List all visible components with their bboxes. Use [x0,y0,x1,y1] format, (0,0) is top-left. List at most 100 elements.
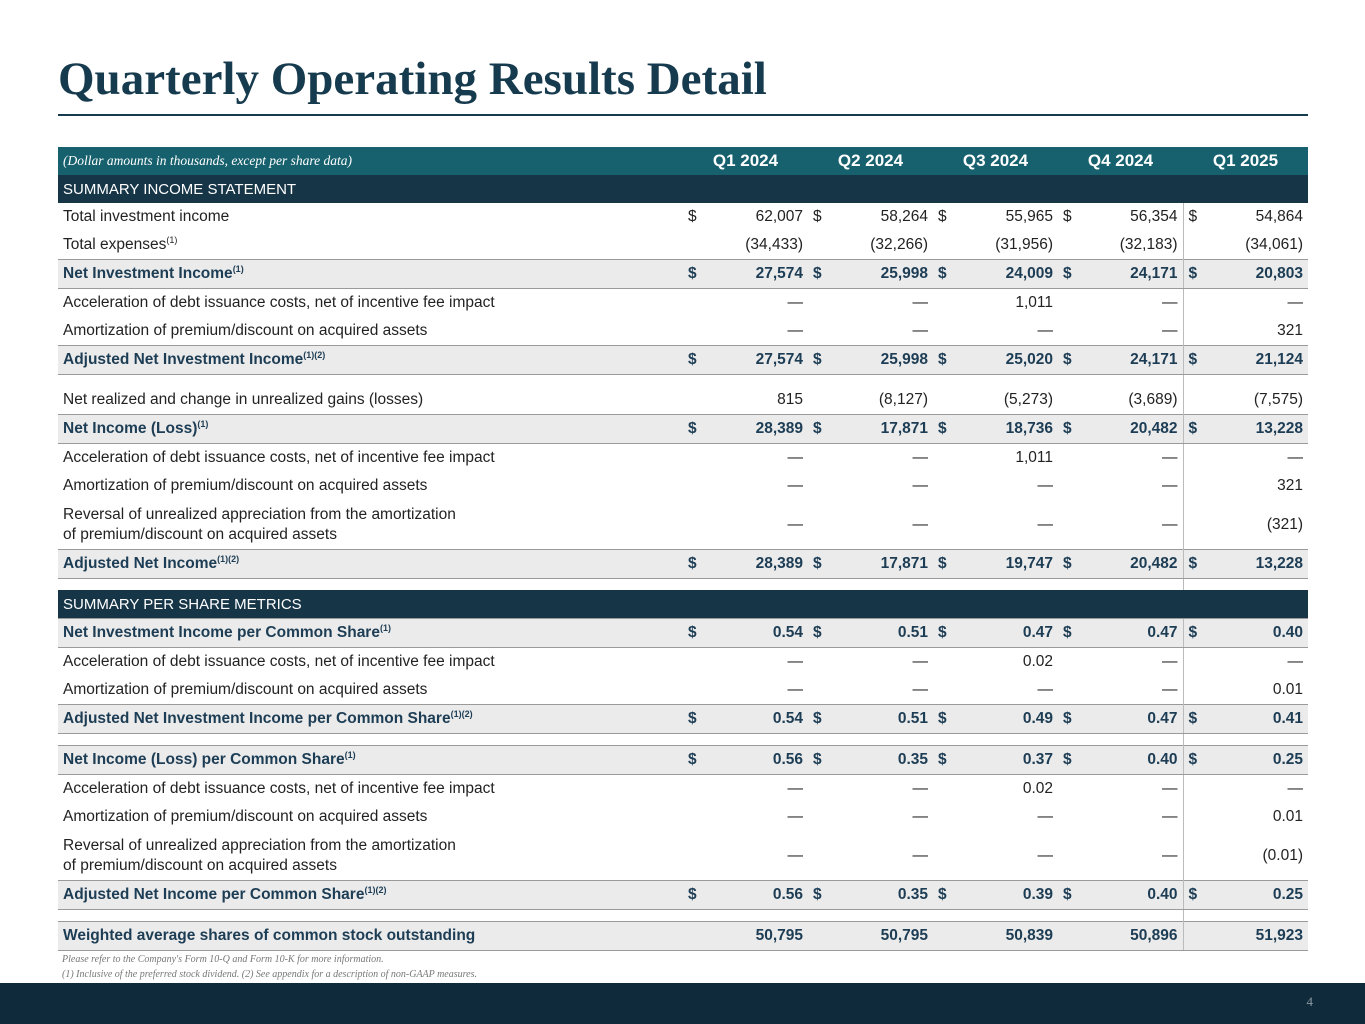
cell: $58,264 [813,208,928,226]
cell: $25,020 [938,351,1053,369]
currency: $ [688,265,697,282]
cell: — [938,322,1054,340]
currency: $ [813,555,822,572]
cell: — [1063,808,1178,826]
value-cell: $20,482 [1058,549,1183,579]
footnotes: Please refer to the Company's Form 10-Q … [62,952,477,982]
value: 58,264 [880,208,928,225]
cell: — [1063,477,1178,495]
value: 20,482 [1130,555,1178,572]
row-label: Acceleration of debt issuance costs, net… [58,775,683,804]
label-text: Total expenses [63,236,167,254]
spacer [1058,579,1183,591]
value-cell: (31,956) [933,231,1058,260]
currency: $ [1188,420,1198,437]
value-cell: 321 [1182,472,1308,500]
row-label: Adjusted Net Income per Common Share(1)(… [58,880,683,910]
value-cell: 0.01 [1182,803,1308,831]
cell: $0.51 [813,710,928,728]
value: 0.51 [897,710,928,727]
value-cell: — [1058,831,1183,881]
value-cell: 0.02 [933,775,1058,804]
value: — [912,653,929,670]
table-row: Adjusted Net Income per Common Share(1)(… [58,880,1308,910]
value: 19,747 [1005,555,1053,572]
spacer [933,579,1058,591]
label-text: Net Income (Loss) [63,420,198,438]
currency: $ [938,886,947,903]
value-cell: $27,574 [683,259,808,289]
column-header: Q1 2025 [1183,147,1308,175]
cell: $20,482 [1063,555,1178,573]
cell: $13,228 [1189,555,1304,573]
section-row: SUMMARY INCOME STATEMENT [58,175,1308,203]
value: — [1287,449,1304,466]
value: 0.02 [1022,780,1053,797]
value: — [787,780,804,797]
title: Quarterly Operating Results Detail [58,53,767,105]
value-cell: 0.02 [933,648,1058,677]
value-cell: $27,574 [683,345,808,375]
table-row: Adjusted Net Investment Income(1)(2) $27,… [58,345,1308,375]
value: 0.37 [1022,751,1053,768]
table-row: Net realized and change in unrealized ga… [58,386,1308,415]
value: — [1162,515,1178,533]
value-cell: $55,965 [933,203,1058,231]
value: 0.56 [772,751,803,768]
value-cell: — [683,500,808,550]
cell: $20,482 [1063,420,1178,438]
value-cell: — [808,648,933,677]
cell: — [813,846,929,866]
cell: 0.01 [1189,808,1303,826]
value-cell: 50,795 [808,921,933,951]
column-header: Q4 2024 [1058,147,1183,175]
label-text: Amortization of premium/discount on acqu… [63,681,428,698]
cell: (321) [1189,515,1303,535]
value: — [912,322,929,339]
value-cell: $25,020 [933,345,1058,375]
value-cell: (34,061) [1182,231,1308,260]
cell: (31,956) [938,236,1053,254]
value: (31,956) [995,236,1053,253]
row-label: Net Investment Income per Common Share(1… [58,618,683,648]
value-cell: — [933,317,1058,346]
value-cell: $54,864 [1182,203,1308,231]
cell: — [813,322,929,340]
cell: $0.37 [938,751,1053,769]
value-cell: — [1058,676,1183,705]
row-label: Amortization of premium/discount on acqu… [58,803,683,831]
value: 0.41 [1272,710,1303,727]
value: — [787,653,804,670]
value: — [1162,477,1178,494]
value-cell: $0.40 [1058,745,1183,775]
cell: $0.35 [813,751,928,769]
cell: $0.40 [1189,624,1304,642]
value: (3,689) [1128,391,1178,408]
value: 18,736 [1005,420,1053,437]
value: — [787,322,804,339]
value-cell: — [933,803,1058,831]
value-cell: (34,433) [683,231,808,260]
spacer [58,375,683,387]
value-cell: 815 [683,386,808,415]
cell: — [1189,449,1304,467]
cell: 50,795 [813,927,928,945]
value-cell: $0.35 [808,880,933,910]
value-cell: — [1182,647,1308,676]
value: — [787,681,804,698]
row-label: Net Income (Loss) per Common Share(1) [58,745,683,775]
table-row: Amortization of premium/discount on acqu… [58,317,1308,346]
cell: (7,575) [1189,391,1303,409]
cell: $0.39 [938,886,1053,904]
value: 0.51 [897,624,928,641]
value: 62,007 [755,208,803,225]
value-cell: — [808,472,933,500]
cell: — [813,449,929,467]
table-note: (Dollar amounts in thousands, except per… [58,147,683,175]
value-cell: $0.35 [808,745,933,775]
value-cell: $0.37 [933,745,1058,775]
results-table: (Dollar amounts in thousands, except per… [58,147,1308,951]
table-row: Amortization of premium/discount on acqu… [58,803,1308,831]
column-header: Q3 2024 [933,147,1058,175]
cell: $17,871 [813,420,928,438]
